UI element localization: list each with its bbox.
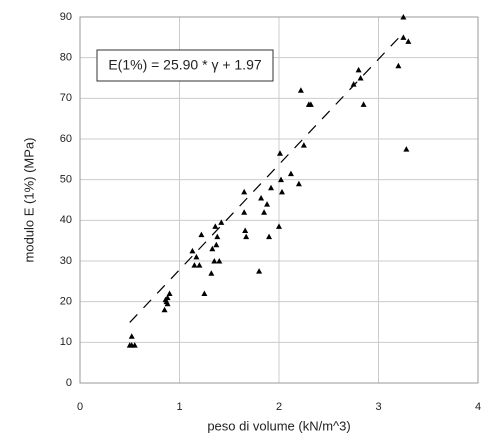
point	[287, 170, 294, 177]
y-tick-label: 70	[60, 92, 72, 104]
point	[131, 342, 138, 348]
y-tick-label: 80	[60, 52, 72, 64]
point	[201, 290, 208, 297]
point	[307, 101, 314, 107]
y-tick-label: 20	[60, 296, 72, 308]
point	[276, 150, 283, 156]
y-tick-label: 90	[60, 11, 72, 23]
point	[242, 227, 249, 233]
x-tick-label: 1	[176, 401, 182, 413]
point	[211, 258, 218, 264]
point	[357, 75, 364, 81]
point	[258, 194, 265, 201]
point	[214, 233, 221, 240]
point	[162, 296, 169, 303]
x-tick-label: 2	[276, 401, 282, 413]
annotation-box	[96, 49, 274, 82]
point	[277, 176, 284, 183]
point	[403, 146, 410, 152]
point	[212, 223, 219, 229]
point	[241, 209, 248, 215]
y-tick-label: 0	[66, 377, 72, 389]
y-tick-label: 10	[60, 336, 72, 348]
point	[278, 188, 285, 195]
point	[241, 188, 248, 195]
y-axis-title: modulo E (1%) (MPa)	[21, 138, 36, 263]
point	[297, 87, 304, 93]
point	[405, 38, 412, 44]
x-tick-label: 3	[375, 401, 381, 413]
annotation: E(1%) = 25.90 * γ + 1.97	[108, 57, 262, 73]
point	[395, 62, 402, 69]
point	[350, 81, 357, 87]
point	[128, 333, 135, 339]
point	[209, 245, 216, 252]
x-tick-label: 0	[77, 401, 83, 413]
trendline	[129, 32, 404, 323]
point	[243, 233, 250, 240]
x-axis-title: peso di volume (kN/m^3)	[207, 418, 350, 433]
point	[208, 270, 215, 276]
y-tick-label: 40	[60, 214, 72, 226]
x-tick-label: 4	[475, 401, 481, 413]
point	[216, 258, 223, 264]
point	[266, 233, 273, 240]
y-tick-label: 50	[60, 174, 72, 186]
point	[189, 247, 196, 254]
point	[161, 306, 168, 313]
plot-frame	[79, 16, 479, 384]
point	[198, 231, 205, 238]
point	[196, 262, 203, 268]
point	[400, 14, 407, 20]
point	[276, 223, 282, 229]
point	[264, 201, 271, 207]
point	[355, 66, 362, 73]
point	[300, 142, 307, 148]
point	[268, 184, 275, 191]
point	[360, 101, 367, 107]
point	[193, 253, 200, 260]
point	[164, 300, 171, 307]
point	[295, 180, 302, 187]
point	[261, 209, 268, 215]
point	[166, 290, 173, 297]
y-tick-label: 30	[60, 255, 72, 267]
point	[256, 268, 263, 274]
point	[213, 241, 220, 248]
point	[400, 34, 407, 40]
y-tick-label: 60	[60, 133, 72, 145]
point	[218, 219, 225, 225]
point	[191, 262, 198, 268]
